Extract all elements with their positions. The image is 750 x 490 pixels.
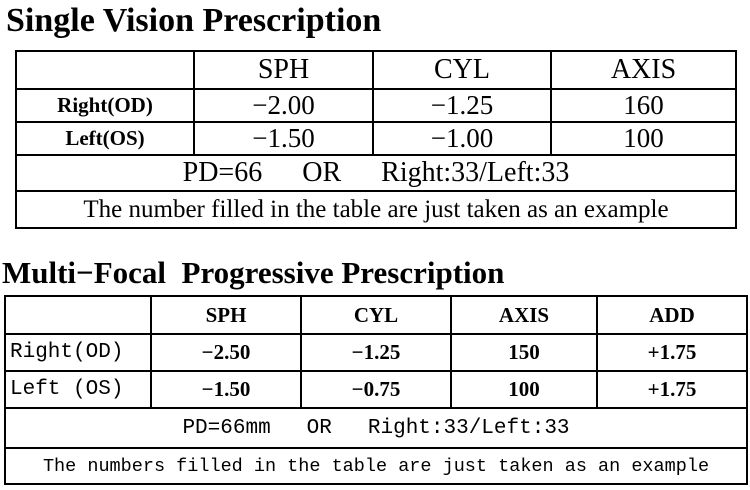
corner-cell <box>4 295 152 335</box>
single-title: Single Vision Prescription <box>6 2 382 39</box>
pd-cell: PD=66mm OR Right:33/Left:33 <box>4 407 748 449</box>
cell: 100 <box>450 370 598 409</box>
cell: +1.75 <box>596 333 748 372</box>
pd-split: Right:33/Left:33 <box>367 416 570 440</box>
header-cell: SPH <box>150 295 302 335</box>
note: The numbers filled in the table are just… <box>4 447 748 485</box>
cell: 150 <box>450 333 598 372</box>
pd-or: OR <box>302 157 342 188</box>
multi-title: Multi−Focal Progressive Prescription <box>2 255 505 290</box>
cell: −1.25 <box>372 88 552 123</box>
pd-or: OR <box>306 416 332 440</box>
row: Left (OS) −1.50 −0.75 100 +1.75 <box>4 370 748 409</box>
pd-value: PD=66mm <box>182 416 271 440</box>
header-cell: SPH <box>193 50 374 90</box>
cell: −2.00 <box>193 88 374 123</box>
row-label: Left(OS) <box>15 121 195 156</box>
row: Right(OD) −2.50 −1.25 150 +1.75 <box>4 333 748 372</box>
header-row: SPH CYL AXIS <box>15 50 737 90</box>
header-cell: AXIS <box>550 50 737 90</box>
corner-cell <box>15 50 195 90</box>
note: The number filled in the table are just … <box>15 190 737 229</box>
note-row: The number filled in the table are just … <box>15 190 737 229</box>
row-label: Left (OS) <box>4 370 152 409</box>
header-row: SPH CYL AXIS ADD <box>4 295 748 335</box>
row: Right(OD) −2.00 −1.25 160 <box>15 88 737 123</box>
cell: −1.00 <box>372 121 552 156</box>
note-row: The numbers filled in the table are just… <box>4 447 748 485</box>
cell: −0.75 <box>300 370 452 409</box>
cell: −1.50 <box>193 121 374 156</box>
header-cell: AXIS <box>450 295 598 335</box>
header-cell: ADD <box>596 295 748 335</box>
cell: −2.50 <box>150 333 302 372</box>
pd-split: Right:33/Left:33 <box>381 157 570 188</box>
pd-value: PD=66 <box>182 157 263 188</box>
header-cell: CYL <box>300 295 452 335</box>
cell: +1.75 <box>596 370 748 409</box>
cell: −1.25 <box>300 333 452 372</box>
pd-row: PD=66mm OR Right:33/Left:33 <box>4 407 748 449</box>
row-label: Right(OD) <box>4 333 152 372</box>
row: Left(OS) −1.50 −1.00 100 <box>15 121 737 156</box>
multi-table: SPH CYL AXIS ADD Right(OD) −2.50 −1.25 1… <box>4 295 748 485</box>
cell: 160 <box>550 88 737 123</box>
single-table: SPH CYL AXIS Right(OD) −2.00 −1.25 160 L… <box>15 50 737 229</box>
header-cell: CYL <box>372 50 552 90</box>
pd-row: PD=66 OR Right:33/Left:33 <box>15 154 737 192</box>
pd-cell: PD=66 OR Right:33/Left:33 <box>15 154 737 192</box>
cell: −1.50 <box>150 370 302 409</box>
row-label: Right(OD) <box>15 88 195 123</box>
cell: 100 <box>550 121 737 156</box>
